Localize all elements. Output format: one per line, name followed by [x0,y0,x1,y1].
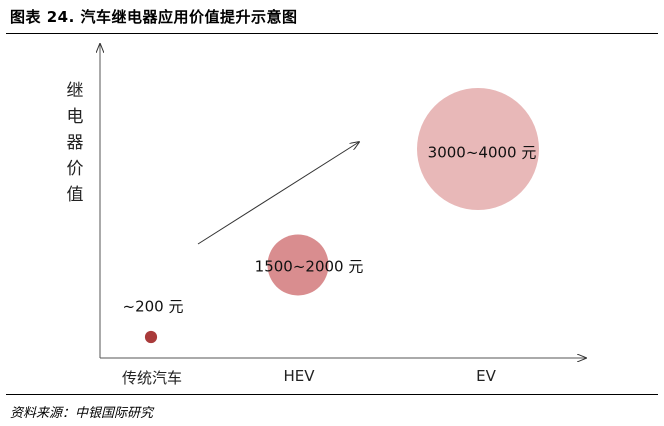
data-label: 3000~4000 元 [427,143,537,162]
bubble-2 [267,234,329,296]
x-tick-label: 传统汽车 [121,369,183,387]
bubble-3 [417,88,539,210]
data-label: ~200 元 [122,297,184,316]
x-tick-label: HEV [283,367,315,385]
y-axis-label: 继电器价值 [66,81,84,205]
chart-title: 图表 24. 汽车继电器应用价值提升示意图 [10,8,298,26]
footer-divider [6,394,658,395]
bubble-1 [144,330,158,344]
source-note: 资料来源：中银国际研究 [10,406,154,421]
trend-arrow [197,142,359,245]
data-label: 1500~2000 元 [254,257,364,276]
x-tick-label: EV [476,367,496,385]
title-divider [6,33,658,34]
